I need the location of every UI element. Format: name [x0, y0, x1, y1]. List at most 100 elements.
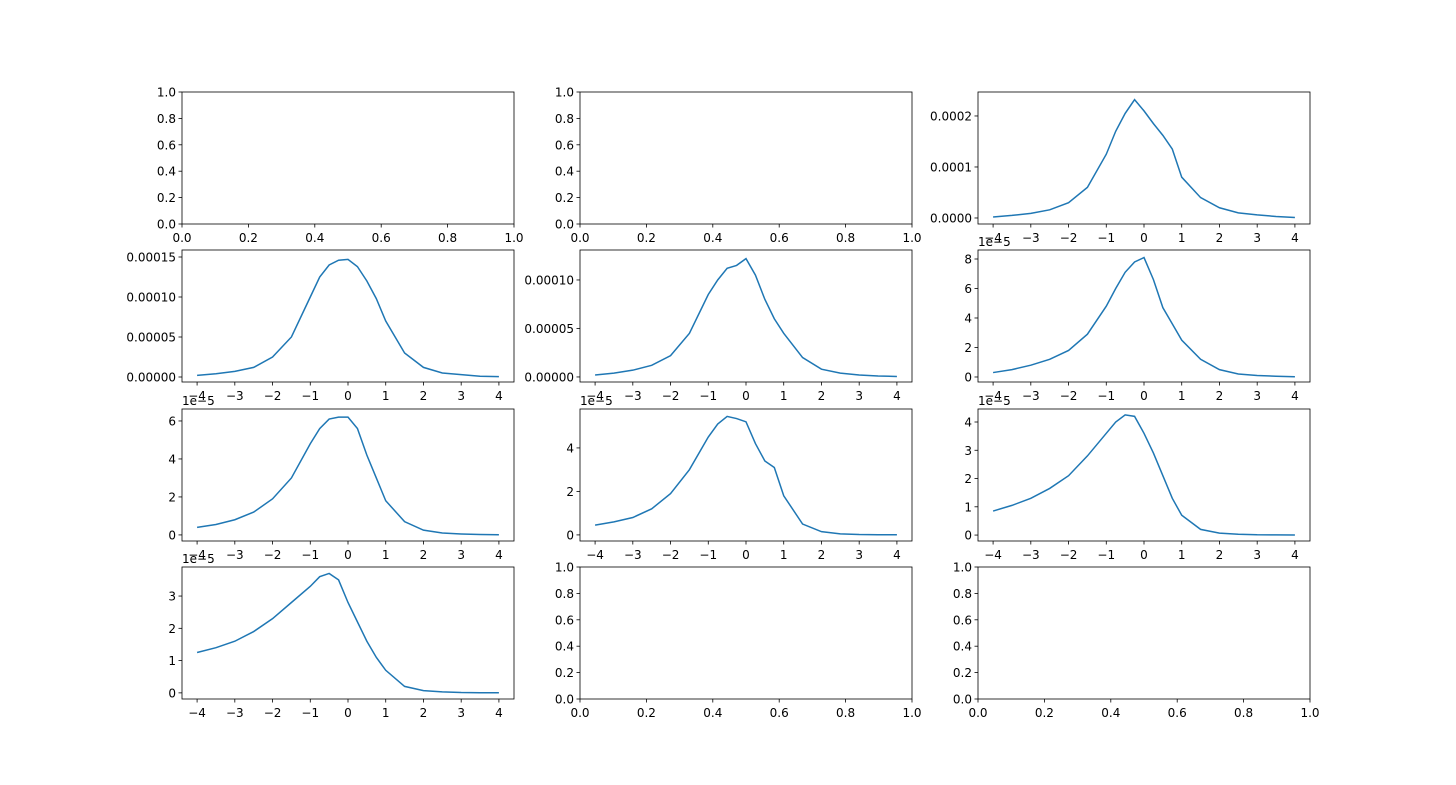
x-tick-label: 2 [420, 548, 428, 562]
x-tick-label: 0 [742, 548, 750, 562]
y-tick-label: 0.6 [555, 138, 574, 152]
x-tick-label: 2 [420, 706, 428, 720]
x-tick-label: 4 [1291, 548, 1299, 562]
x-tick-label: 1 [1178, 231, 1186, 245]
x-tick-label: 0.6 [372, 231, 391, 245]
y-tick-label: 4 [168, 452, 176, 466]
y-tick-label: 0.0000 [930, 211, 972, 225]
axes-frame [181, 249, 515, 383]
x-tick-label: 3 [1253, 231, 1261, 245]
y-tick-label: 2 [168, 622, 176, 636]
x-tick-label: 0.4 [703, 706, 722, 720]
y-tick-label: 1.0 [555, 86, 574, 100]
data-line [992, 256, 1295, 378]
y-tick-label: 0.0 [555, 693, 574, 707]
x-tick-label: −2 [662, 548, 680, 562]
y-tick-label: 2 [168, 490, 176, 504]
x-tick-label: 0.0 [968, 706, 987, 720]
x-tick-label: 0.6 [1168, 706, 1187, 720]
y-tick-label: 0 [168, 528, 176, 542]
x-tick-label: 4 [893, 389, 901, 403]
x-tick-label: 0 [1140, 548, 1148, 562]
x-tick-label: 2 [420, 389, 428, 403]
y-tick-label: 1.0 [157, 86, 176, 100]
axes-frame [579, 566, 913, 700]
x-tick-label: −1 [1097, 548, 1115, 562]
x-tick-label: 0 [344, 548, 352, 562]
x-tick-label: 0.6 [770, 706, 789, 720]
x-tick-label: 0.8 [836, 706, 855, 720]
x-tick-label: −2 [1060, 548, 1078, 562]
x-tick-label: 0.8 [438, 231, 457, 245]
x-tick-label: −1 [1097, 231, 1115, 245]
offset-text: 1e−5 [182, 552, 215, 566]
y-tick-label: 0.6 [157, 138, 176, 152]
data-line [594, 415, 897, 536]
x-tick-label: −2 [264, 706, 282, 720]
y-tick-label: 1 [168, 654, 176, 668]
y-tick-label: 0.8 [555, 112, 574, 126]
y-tick-label: 0.0 [157, 218, 176, 232]
x-tick-label: 0 [1140, 389, 1148, 403]
x-tick-label: 2 [1216, 548, 1224, 562]
data-line [196, 572, 499, 694]
x-tick-label: 4 [1291, 231, 1299, 245]
x-tick-label: −3 [226, 706, 244, 720]
x-tick-label: −3 [226, 548, 244, 562]
x-tick-label: 3 [457, 548, 465, 562]
x-tick-label: −2 [264, 548, 282, 562]
y-tick-label: 0.0 [555, 218, 574, 232]
axes-frame [977, 249, 1311, 383]
y-tick-label: 6 [964, 282, 972, 296]
offset-text: 1e−5 [580, 394, 613, 408]
y-tick-label: 4 [964, 416, 972, 430]
y-tick-label: 0.4 [953, 640, 972, 654]
x-tick-label: 0 [742, 389, 750, 403]
x-tick-label: 1.0 [902, 706, 921, 720]
y-tick-label: 2 [566, 485, 574, 499]
y-tick-label: 0.00000 [524, 370, 574, 384]
x-tick-label: 1 [780, 389, 788, 403]
x-tick-label: −1 [301, 706, 319, 720]
x-tick-label: −2 [662, 389, 680, 403]
x-tick-label: 1.0 [902, 231, 921, 245]
x-tick-label: −2 [264, 389, 282, 403]
x-tick-label: 2 [818, 389, 826, 403]
x-tick-label: 3 [457, 389, 465, 403]
data-line [992, 414, 1295, 536]
x-tick-label: 1 [1178, 389, 1186, 403]
y-tick-label: 6 [168, 414, 176, 428]
x-tick-label: −4 [984, 231, 1002, 245]
y-tick-label: 0.0001 [930, 160, 972, 174]
x-tick-label: −4 [188, 389, 206, 403]
x-tick-label: −3 [226, 389, 244, 403]
x-tick-label: −1 [301, 548, 319, 562]
y-tick-label: 0.00005 [126, 331, 176, 345]
x-tick-label: 0 [344, 706, 352, 720]
x-tick-label: −3 [1022, 548, 1040, 562]
y-tick-label: 0.00015 [126, 251, 176, 265]
y-tick-label: 0.2 [953, 666, 972, 680]
x-tick-label: 1 [780, 548, 788, 562]
y-tick-label: 0 [964, 529, 972, 543]
x-tick-label: 1 [382, 548, 390, 562]
y-tick-label: 0.00005 [524, 322, 574, 336]
x-tick-label: −4 [188, 706, 206, 720]
x-tick-label: 0 [344, 389, 352, 403]
y-tick-label: 2 [964, 341, 972, 355]
x-tick-label: 2 [1216, 389, 1224, 403]
x-tick-label: 3 [1253, 389, 1261, 403]
y-tick-label: 4 [566, 441, 574, 455]
y-tick-label: 0 [964, 370, 972, 384]
y-tick-label: 0.8 [157, 112, 176, 126]
x-tick-label: 1.0 [504, 231, 523, 245]
x-tick-label: 0.4 [703, 231, 722, 245]
x-tick-label: −3 [624, 548, 642, 562]
x-tick-label: 0.2 [239, 231, 258, 245]
y-tick-label: 0.6 [555, 613, 574, 627]
x-tick-label: 4 [495, 706, 503, 720]
y-tick-label: 0.2 [157, 191, 176, 205]
x-tick-label: 2 [1216, 231, 1224, 245]
y-tick-label: 0.0002 [930, 109, 972, 123]
